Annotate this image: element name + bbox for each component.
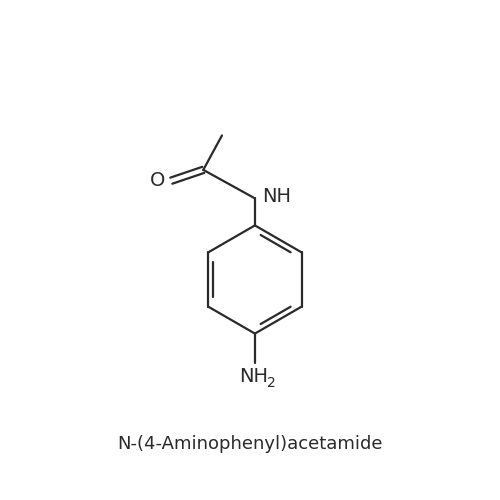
Text: NH: NH — [262, 188, 291, 206]
Text: O: O — [150, 171, 166, 190]
Text: 2: 2 — [267, 376, 276, 390]
Text: N-(4-Aminophenyl)acetamide: N-(4-Aminophenyl)acetamide — [118, 435, 383, 453]
Text: NH: NH — [240, 367, 268, 386]
